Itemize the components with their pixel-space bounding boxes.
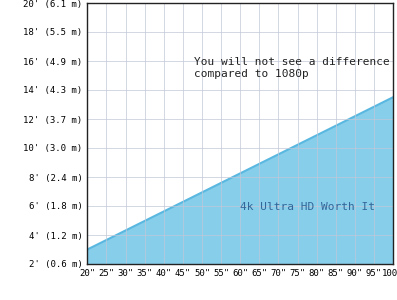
Text: 4k Ultra HD Worth It: 4k Ultra HD Worth It bbox=[240, 202, 375, 212]
Polygon shape bbox=[87, 97, 393, 264]
Text: You will not see a difference
compared to 1080p: You will not see a difference compared t… bbox=[194, 57, 390, 79]
